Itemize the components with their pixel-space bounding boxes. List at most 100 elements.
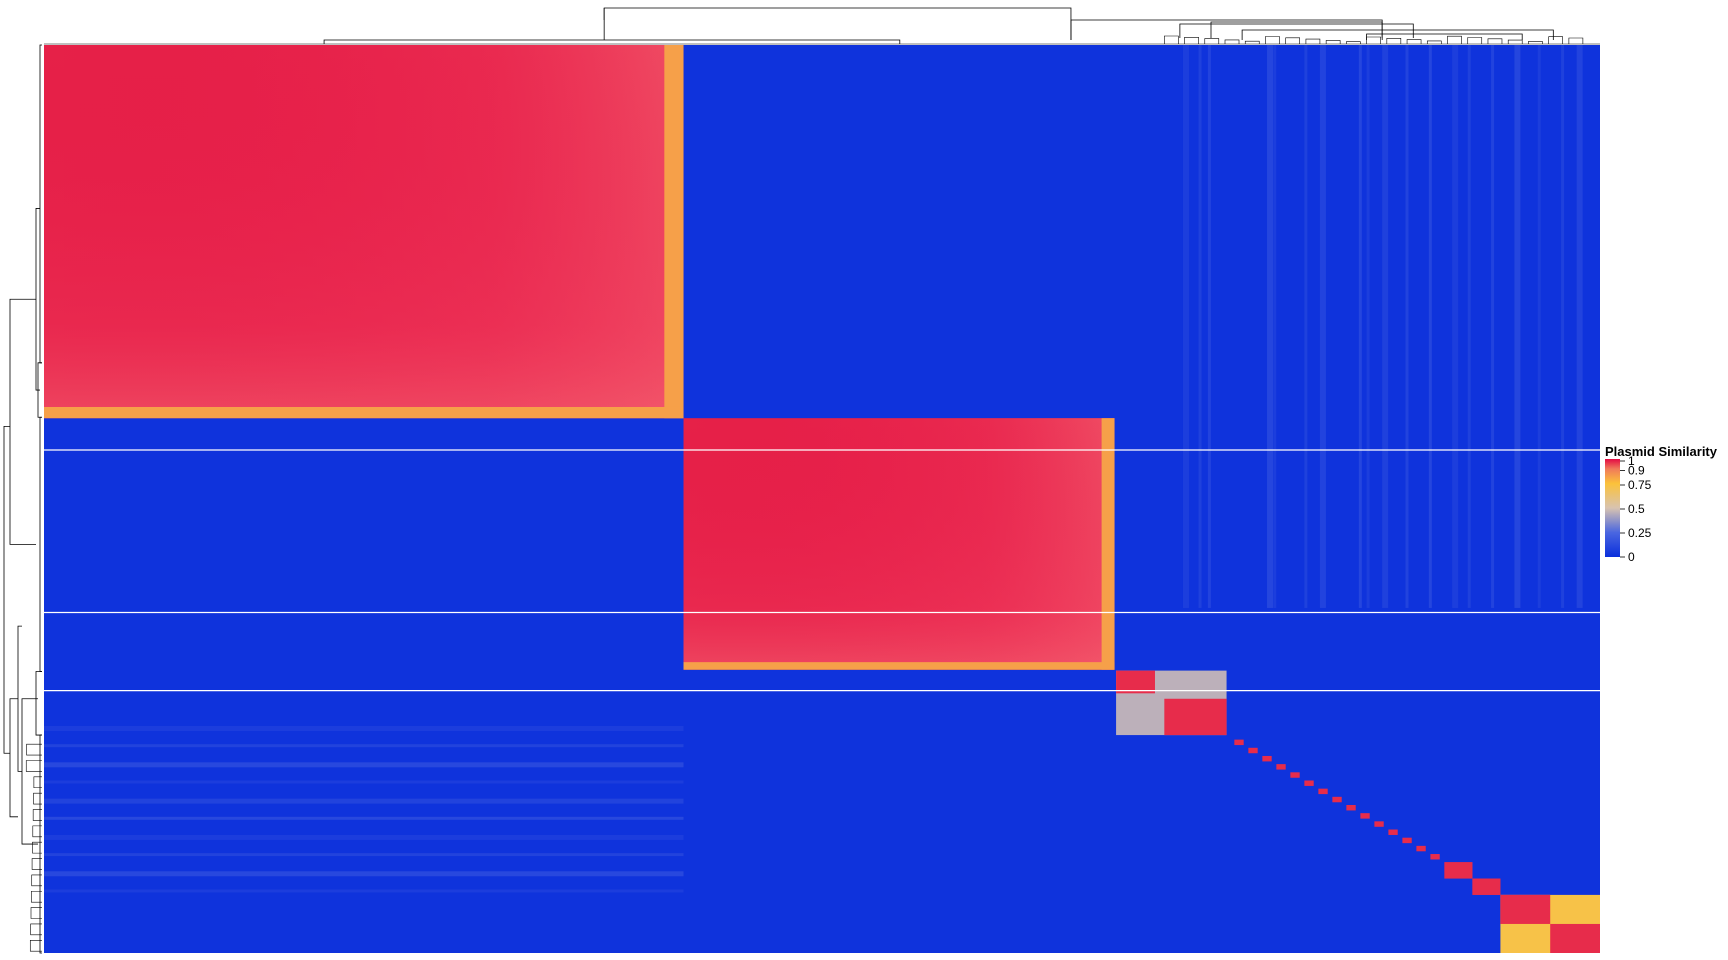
column-dendrogram-leaf-branch [1568,37,1584,44]
legend-tick-label: 0.75 [1628,478,1652,492]
heatmap-column-band [1198,45,1202,608]
column-dendrogram-branch [1179,23,1414,38]
heatmap-cluster-edge [664,45,684,419]
row-dendrogram-leaf-branch [33,792,42,805]
column-dendrogram-leaf-branch [1204,38,1220,44]
heatmap-diagonal-cell [1332,796,1342,803]
row-dendrogram-branch [3,425,10,754]
heatmap-column-band [1382,45,1389,608]
heatmap-column-band [1452,45,1459,608]
column-dendrogram-leaf-branch [1406,39,1422,44]
column-dendrogram-branch [1241,29,1554,40]
column-dendrogram-leaf-branch [1528,41,1543,44]
heatmap-column-band [1182,45,1189,608]
row-dendrogram-leaf-branch [31,874,42,887]
column-dendrogram-leaf-branch [1548,36,1563,44]
heatmap-diagonal-cell [1430,854,1440,860]
heatmap-row-band [44,726,684,731]
row-dendrogram-branch [39,44,42,364]
heatmap-subcluster-block [1116,670,1155,694]
heatmap-diagonal-cell [1234,739,1244,746]
heatmap-column-band [1514,45,1521,608]
heatmap-cluster-edge [1101,418,1115,670]
legend-title: Plasmid Similarity [1605,444,1718,459]
heatmap-diagonal-cell [1402,837,1412,844]
row-dendrogram [3,44,42,954]
legend-tick-label: 0.5 [1628,502,1645,516]
heatmap-cluster-fringe [44,45,684,419]
row-dendrogram-branch [17,625,22,772]
heatmap-column-band [1467,45,1471,608]
heatmap-row-band [44,834,684,840]
heatmap-diagonal-cell [1318,788,1328,795]
heatmap-diagonal-cell [1346,804,1356,811]
heatmap-column-band [1491,45,1495,608]
row-dendrogram-branch [9,298,36,545]
column-dendrogram-branch [323,39,901,44]
heatmap-cluster-edge [44,406,684,419]
row-dendrogram-leaf-branch [29,939,42,952]
row-dendrogram-branch [9,698,18,818]
heatmap-body [44,45,1600,953]
heatmap-row-band [44,744,684,748]
column-dendrogram-branch [603,7,1072,40]
heatmap-row-band [44,889,684,893]
heatmap-column-band [1304,45,1308,608]
column-dendrogram-leaf-branch [1305,38,1321,44]
heatmap-subcluster-block [1500,894,1551,924]
legend-colorbar [1605,459,1620,557]
column-dendrogram-leaf-branch [1184,37,1199,44]
heatmap-diagonal-cell [1388,829,1398,835]
legend-tick-label: 0.9 [1628,464,1645,478]
heatmap-diagonal-cell [1374,821,1384,827]
heatmap-column-band [1358,45,1362,608]
column-dendrogram-leaf-branch [1467,37,1483,44]
row-dendrogram-leaf-branch [30,923,42,936]
heatmap-diagonal-cell [1248,747,1258,754]
heatmap-column-band [1366,45,1370,608]
column-dendrogram-leaf-branch [1366,36,1381,44]
heatmap-row-band [44,762,684,768]
row-dendrogram-leaf-branch [30,907,42,919]
heatmap-column-band [1319,45,1326,608]
heatmap-subcluster-block [1164,698,1227,736]
row-dendrogram-leaf-branch [33,776,42,789]
heatmap-column-band [1273,45,1277,608]
row-dendrogram-branch [35,671,42,736]
heatmap-row-band [44,871,684,877]
heatmap-diagonal-cell [1360,813,1370,819]
column-dendrogram-leaf-branch [1285,37,1300,44]
heatmap-column-band [1537,45,1541,608]
heatmap-diagonal-cell [1416,845,1426,852]
legend-tick-label: 0 [1628,550,1635,564]
heatmap-subcluster-block [1444,862,1473,879]
heatmap-subcluster-block [1550,923,1600,953]
column-dendrogram-leaf-branch [1244,40,1260,44]
heatmap-cluster-edge [683,662,1115,670]
heatmap-subcluster-block [1472,878,1501,895]
row-dendrogram-leaf-branch [32,809,42,821]
column-dendrogram-leaf-branch [1224,39,1240,44]
column-dendrogram-leaf-branch [1447,35,1462,44]
row-dendrogram-leaf-branch [26,743,42,756]
heatmap-diagonal-cell [1262,755,1272,762]
row-dendrogram-leaf-branch [31,858,42,870]
row-dendrogram-leaf-branch [31,890,42,903]
legend-tick-label: 1 [1628,454,1635,468]
column-dendrogram [44,7,1600,45]
column-dendrogram-leaf-branch [1426,40,1442,44]
heatmap-cluster-fringe [683,418,1115,670]
heatmap-diagonal-cell [1276,764,1286,770]
heatmap-row-band [44,798,684,804]
heatmap-column-band [1405,45,1409,608]
column-dendrogram-leaf-branch [1164,35,1179,44]
heatmap-row-band [44,780,684,784]
heatmap-column-band [1428,45,1432,608]
column-dendrogram-leaf-branch [1265,36,1280,44]
heatmap-diagonal-cell [1304,780,1314,786]
row-dendrogram-branch [39,734,42,954]
column-dendrogram-leaf-branch [1386,38,1402,44]
color-legend: Plasmid Similarity 10.90.75 0.5 0.25 0 [1605,444,1718,564]
heatmap-row-band [44,816,684,820]
column-dendrogram-leaf-branch [1507,39,1523,44]
